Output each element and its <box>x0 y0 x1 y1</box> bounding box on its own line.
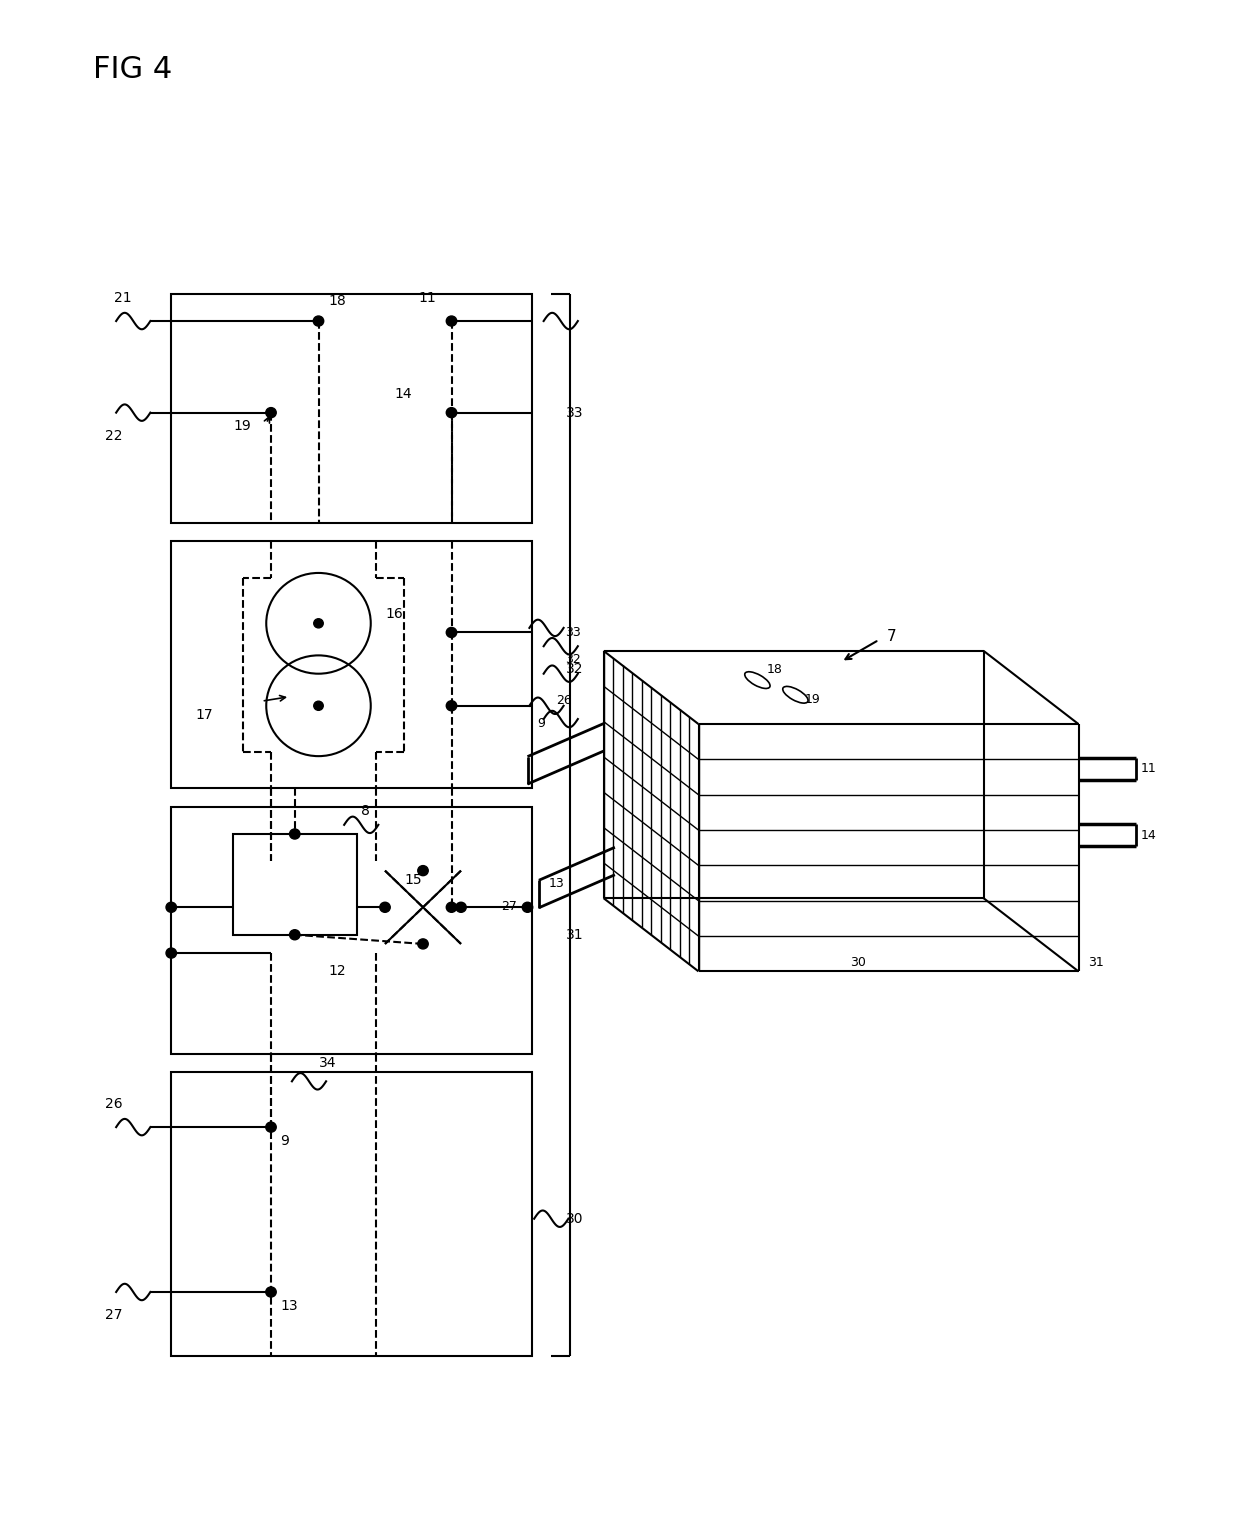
Text: 15: 15 <box>404 873 422 887</box>
Circle shape <box>314 619 324 628</box>
Text: 26: 26 <box>104 1097 123 1112</box>
Text: 11: 11 <box>1141 762 1156 776</box>
Text: 11: 11 <box>418 291 436 306</box>
Text: 19: 19 <box>233 420 250 433</box>
Circle shape <box>446 628 456 637</box>
Circle shape <box>265 408 277 418</box>
Text: 21: 21 <box>114 291 131 306</box>
Circle shape <box>418 865 428 876</box>
Text: 19: 19 <box>805 694 821 706</box>
Circle shape <box>446 701 456 710</box>
Bar <box>171 541 532 788</box>
Circle shape <box>166 948 176 958</box>
Bar <box>171 1072 532 1357</box>
Text: 33: 33 <box>565 406 583 420</box>
Text: 31: 31 <box>1087 955 1104 969</box>
Circle shape <box>446 902 456 913</box>
Text: 31: 31 <box>565 928 583 941</box>
Circle shape <box>446 316 456 325</box>
Text: 13: 13 <box>280 1299 298 1313</box>
Text: 17: 17 <box>195 707 212 722</box>
Text: 12: 12 <box>329 964 346 978</box>
Text: 7: 7 <box>887 628 897 643</box>
Text: 32: 32 <box>565 654 582 666</box>
Text: 14: 14 <box>1141 829 1156 843</box>
Text: 13: 13 <box>548 878 564 890</box>
Circle shape <box>379 902 391 913</box>
Text: 26: 26 <box>556 694 572 707</box>
Text: 16: 16 <box>384 607 403 621</box>
Text: 33: 33 <box>565 627 582 639</box>
Circle shape <box>289 929 300 940</box>
Circle shape <box>166 902 176 913</box>
Text: 30: 30 <box>565 1212 583 1226</box>
Bar <box>171 806 532 1054</box>
Text: 27: 27 <box>104 1308 123 1322</box>
Circle shape <box>456 902 466 913</box>
Circle shape <box>314 701 324 710</box>
Text: 8: 8 <box>361 805 370 818</box>
Text: 18: 18 <box>329 294 346 307</box>
Text: 14: 14 <box>394 388 412 402</box>
Text: 18: 18 <box>766 663 782 675</box>
Circle shape <box>314 316 324 325</box>
Circle shape <box>289 829 300 840</box>
Text: 9: 9 <box>537 716 544 730</box>
Text: 22: 22 <box>104 429 123 443</box>
Text: 34: 34 <box>319 1056 336 1069</box>
Circle shape <box>265 1122 277 1132</box>
Text: 30: 30 <box>851 955 867 969</box>
Circle shape <box>418 938 428 949</box>
Circle shape <box>265 1287 277 1297</box>
Text: FIG 4: FIG 4 <box>93 55 172 84</box>
Circle shape <box>446 408 456 418</box>
Circle shape <box>522 902 533 913</box>
Text: 9: 9 <box>280 1133 289 1148</box>
Bar <box>171 294 532 523</box>
Bar <box>233 834 357 935</box>
Text: 32: 32 <box>565 662 583 677</box>
Text: 27: 27 <box>501 900 517 913</box>
